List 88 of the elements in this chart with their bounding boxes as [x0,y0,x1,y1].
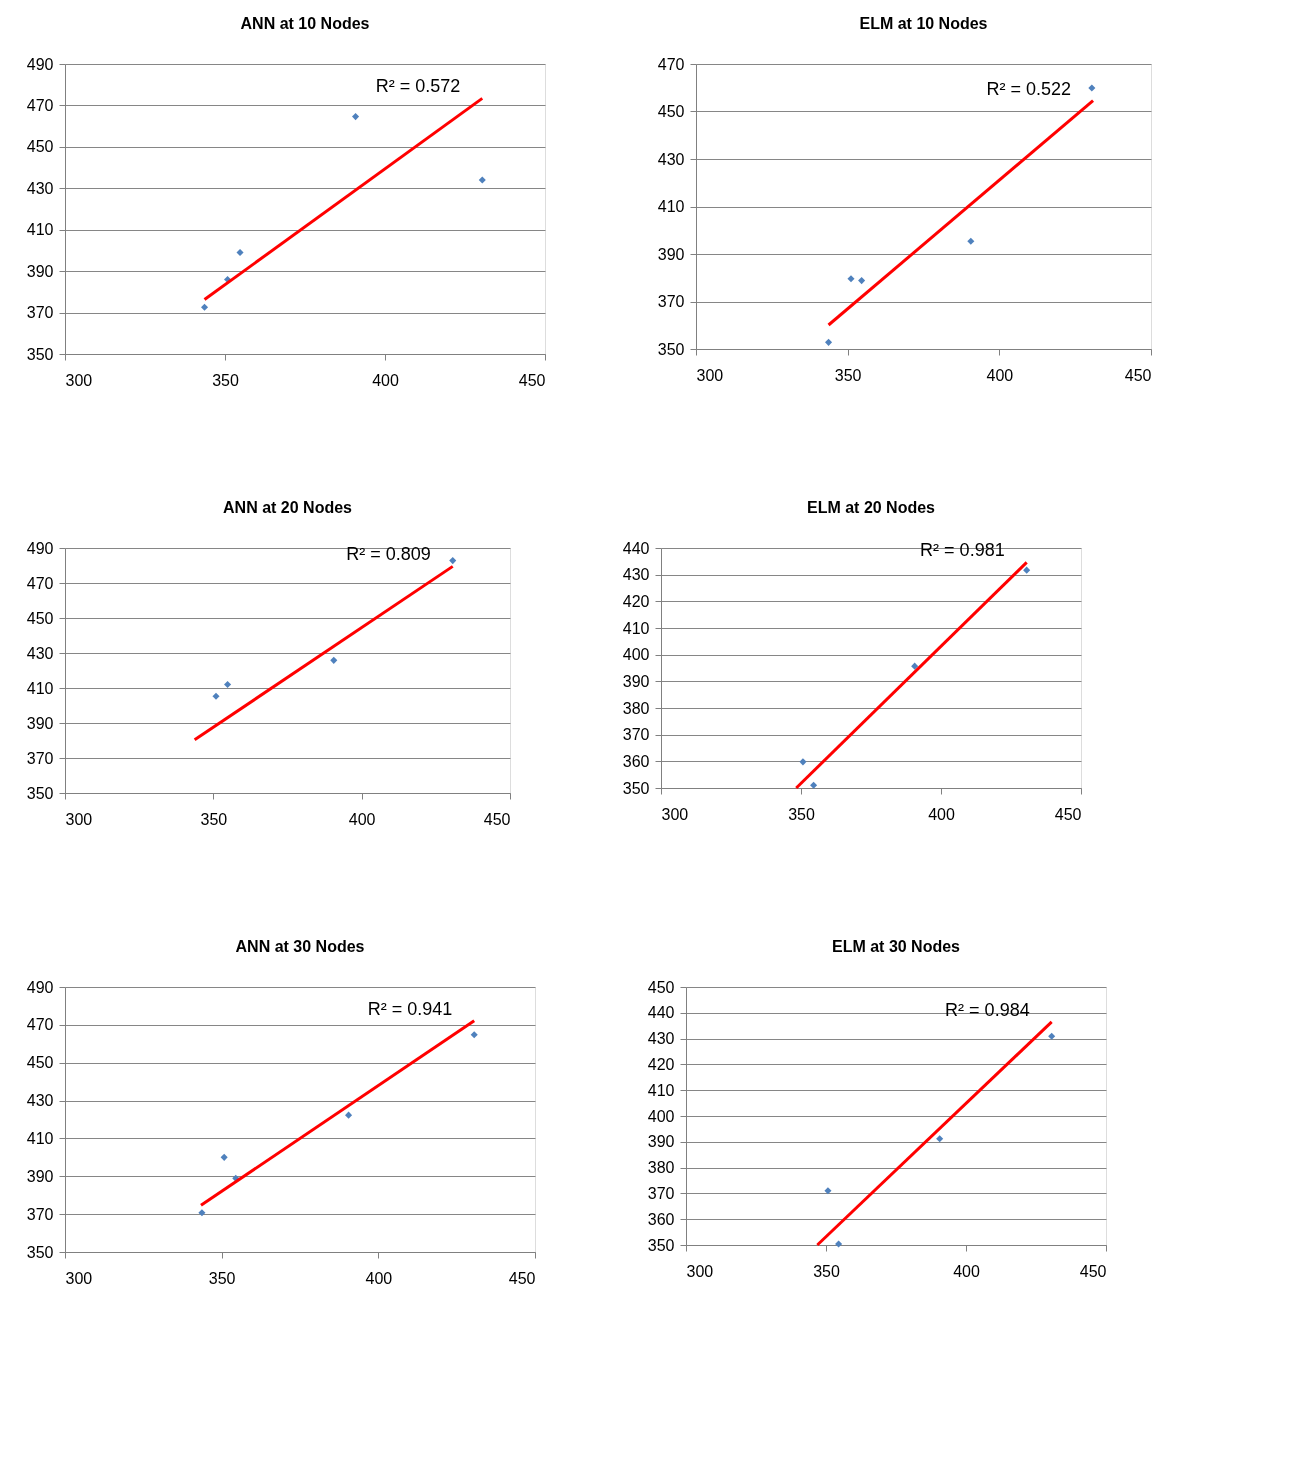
y-tick-label: 350 [657,340,685,358]
x-tick-label: 400 [986,366,1014,384]
y-tick-label: 450 [26,138,54,156]
y-tick-label: 370 [26,304,54,322]
y-tick-label: 390 [657,245,685,263]
y-tick-label: 350 [26,345,54,363]
annotation: R² = 0.984 [945,999,1030,1020]
y-tick-label: 490 [26,55,54,73]
x-tick-label: 300 [696,366,724,384]
y-tick-label: 430 [647,1030,675,1048]
y-tick-label: 370 [622,726,650,744]
x-tick-label: 400 [953,1262,980,1280]
y-tick-label: 370 [647,1184,675,1202]
y-tick-label: 450 [657,103,685,120]
x-tick-label: 400 [348,810,376,828]
x-tick-label: 350 [200,810,228,828]
y-tick-label: 430 [657,150,685,168]
x-tick-label: 450 [1124,366,1152,384]
x-tick-label: 450 [1054,805,1082,823]
x-tick-label: 350 [834,366,862,384]
y-tick-label: 470 [26,574,54,592]
y-tick-label: 450 [647,978,675,996]
y-tick-label: 350 [26,784,54,802]
x-tick-label: 450 [518,371,546,389]
y-tick-label: 350 [26,1243,54,1261]
x-tick-label: 400 [365,1269,393,1287]
y-tick-label: 430 [26,1092,54,1110]
y-tick-label: 490 [26,978,54,996]
y-tick-label: 430 [622,566,650,584]
annotation: R² = 0.572 [375,76,461,97]
y-tick-label: 360 [622,752,650,770]
y-tick-label: 410 [26,1129,54,1147]
x-tick-label: 300 [661,805,689,823]
y-tick-label: 440 [622,539,650,557]
y-tick-label: 430 [26,179,54,197]
y-tick-label: 390 [26,262,54,280]
y-tick-label: 470 [657,55,685,73]
annotation: R² = 0.941 [367,998,453,1019]
chart-title: ELM at 30 Nodes [831,938,961,955]
y-tick-label: 410 [622,619,650,637]
annotation: R² = 0.981 [920,540,1005,561]
y-tick-label: 470 [26,1016,54,1034]
x-tick-label: 300 [65,371,93,389]
x-tick-label: 450 [1079,1262,1107,1280]
y-tick-label: 430 [26,644,54,662]
y-tick-label: 410 [647,1081,675,1099]
x-tick-label: 350 [788,805,815,823]
x-tick-label: 450 [483,810,511,828]
y-tick-label: 400 [647,1107,675,1125]
y-tick-label: 420 [622,592,650,610]
annotation: R² = 0.809 [346,544,431,565]
y-tick-label: 420 [647,1055,675,1073]
x-tick-label: 350 [212,371,239,389]
y-tick-label: 490 [26,539,54,557]
y-tick-label: 380 [647,1159,675,1177]
y-tick-label: 390 [622,672,650,690]
chart-title: ELM at 10 Nodes [859,15,988,32]
annotation: R² = 0.522 [986,78,1072,99]
y-tick-label: 450 [26,1054,54,1072]
x-tick-label: 450 [508,1269,536,1287]
y-tick-label: 350 [622,779,650,797]
x-tick-label: 400 [928,805,955,823]
y-tick-label: 350 [647,1236,675,1254]
chart-title: ANN at 10 Nodes [240,15,370,32]
y-tick-label: 450 [26,609,54,627]
y-tick-label: 390 [26,1167,54,1185]
y-tick-label: 370 [657,293,685,310]
x-tick-label: 300 [65,810,93,828]
x-tick-label: 400 [372,371,399,389]
x-tick-label: 350 [813,1262,840,1280]
y-tick-label: 380 [622,699,650,717]
chart-title: ANN at 20 Nodes [223,499,353,516]
y-tick-label: 410 [26,221,54,239]
chart-title: ELM at 20 Nodes [806,499,936,516]
y-tick-label: 390 [647,1133,675,1151]
y-tick-label: 390 [26,714,54,732]
x-tick-label: 300 [65,1269,93,1287]
y-tick-label: 360 [647,1210,675,1228]
x-tick-label: 300 [686,1262,714,1280]
chart-title: ANN at 30 Nodes [235,938,365,955]
x-tick-label: 350 [208,1269,236,1287]
y-tick-label: 410 [657,198,685,215]
y-tick-label: 370 [26,1205,54,1223]
y-tick-label: 440 [647,1004,675,1022]
y-tick-label: 410 [26,679,54,697]
y-tick-label: 400 [622,646,650,664]
y-tick-label: 370 [26,749,54,767]
y-tick-label: 470 [26,96,54,114]
